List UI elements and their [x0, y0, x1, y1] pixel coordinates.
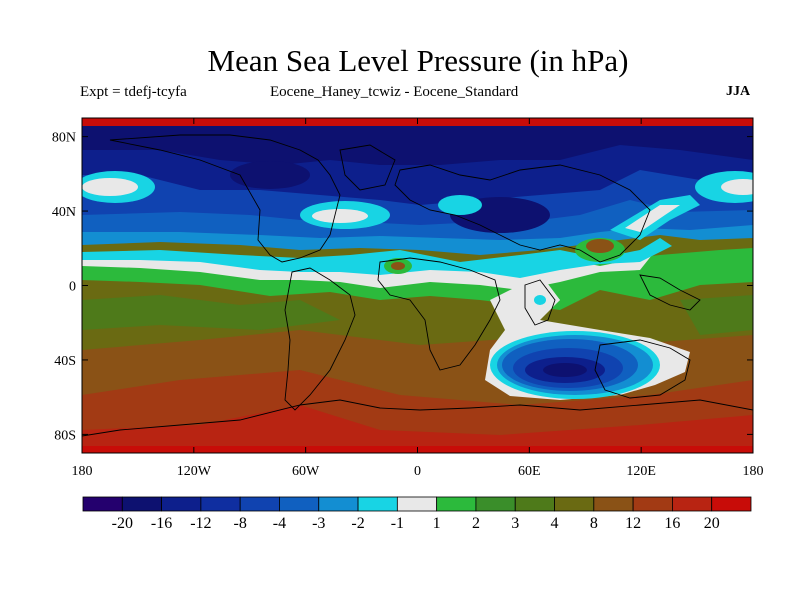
field-blob-europe-cyan [438, 195, 482, 215]
axis-tick-labels: 80N 40N 0 40S 80S 180 120W 60W 0 60E 120E 180 [52, 131, 764, 479]
field-ridge-blobs [82, 171, 753, 274]
lon-tick-label: 120E [626, 464, 656, 479]
coast-india [524, 279, 556, 326]
field-blob-east-white [721, 179, 753, 195]
colorbar-swatch [396, 496, 438, 512]
subtitle-season: JJA [726, 84, 751, 99]
field-band-deep-blue [82, 118, 753, 165]
colorbar-swatch [475, 496, 516, 512]
coastlines [82, 134, 753, 437]
axis-ticks [81, 118, 754, 453]
colorbar-swatch [711, 496, 752, 512]
colorbar-swatch [632, 496, 673, 512]
colorbar-label: 20 [704, 515, 720, 532]
colorbar-swatch [514, 496, 555, 512]
lon-tick-label: 60E [518, 464, 541, 479]
field-patch-olive-east [680, 295, 753, 335]
coast-eurasia [394, 164, 651, 263]
coast-australia [594, 339, 691, 399]
colorbar-label: 8 [590, 515, 598, 532]
field-blob-atlantic-white [312, 209, 368, 223]
lat-tick-label: 0 [69, 280, 76, 295]
field-patch-africa-brown [391, 262, 405, 270]
coast-greenland [339, 144, 396, 191]
lat-tick-label: 80N [52, 131, 76, 146]
lon-tick-label: 0 [414, 464, 421, 479]
lon-tick-label: 180 [743, 464, 764, 479]
colorbar-label: -12 [190, 515, 211, 532]
colorbar-swatch [279, 496, 320, 512]
colorbar-swatch [672, 496, 713, 512]
field-patch-olive-green [82, 295, 340, 330]
colorbar-swatch [161, 496, 202, 512]
colorbar-label: -2 [351, 515, 364, 532]
colorbar-label: 1 [433, 515, 441, 532]
coast-north-america [109, 134, 341, 263]
subtitle-comparison: Eocene_Haney_tcwiz - Eocene_Standard [270, 84, 519, 100]
field-low-core [543, 363, 587, 377]
field-low-north-west [230, 161, 310, 189]
colorbar-swatch [239, 496, 280, 512]
field-blob-west-white [82, 178, 138, 196]
colorbar-swatch [200, 496, 241, 512]
colorbar-label: -8 [234, 515, 247, 532]
lat-tick-label: 40S [54, 354, 76, 369]
field-low-cyan-spot [534, 295, 546, 305]
field-patch-asia-brown [586, 239, 614, 253]
coast-africa [377, 257, 501, 371]
lat-tick-label: 80S [54, 428, 76, 443]
colorbar-label: 16 [664, 515, 680, 532]
coast-indonesia [639, 274, 701, 311]
pressure-field [82, 118, 753, 453]
colorbar: -20 -16 -12 -8 -4 -3 -2 -1 1 2 3 4 8 12 16 20 [82, 496, 752, 532]
colorbar-label: 12 [625, 515, 641, 532]
chart-title: Mean Sea Level Pressure (in hPa) [207, 43, 629, 78]
colorbar-swatch [357, 496, 398, 512]
colorbar-label: 4 [551, 515, 559, 532]
colorbar-label: 2 [472, 515, 480, 532]
colorbar-swatch [554, 496, 595, 512]
field-band-cyan [82, 238, 672, 278]
field-blob-ne-white [625, 205, 680, 232]
coast-south-america [284, 267, 356, 411]
lat-tick-label: 40N [52, 205, 76, 220]
colorbar-swatch [436, 496, 477, 512]
colorbar-label: 3 [511, 515, 519, 532]
colorbar-swatch [121, 496, 162, 512]
field-band-dark-red [82, 405, 753, 453]
colorbar-label: -20 [112, 515, 133, 532]
colorbar-label: -4 [273, 515, 286, 532]
colorbar-label: -3 [312, 515, 325, 532]
colorbar-swatch [82, 496, 123, 512]
colorbar-swatch [593, 496, 634, 512]
colorbar-label: -16 [151, 515, 172, 532]
colorbar-swatch [318, 496, 359, 512]
coast-antarctica [82, 399, 753, 437]
lon-tick-label: 120W [177, 464, 212, 479]
colorbar-label: -1 [391, 515, 404, 532]
subtitle-experiment: Expt = tdefj-tcyfa [80, 84, 187, 100]
lon-tick-label: 60W [292, 464, 320, 479]
lon-tick-label: 180 [72, 464, 93, 479]
field-southern-low [485, 280, 690, 400]
